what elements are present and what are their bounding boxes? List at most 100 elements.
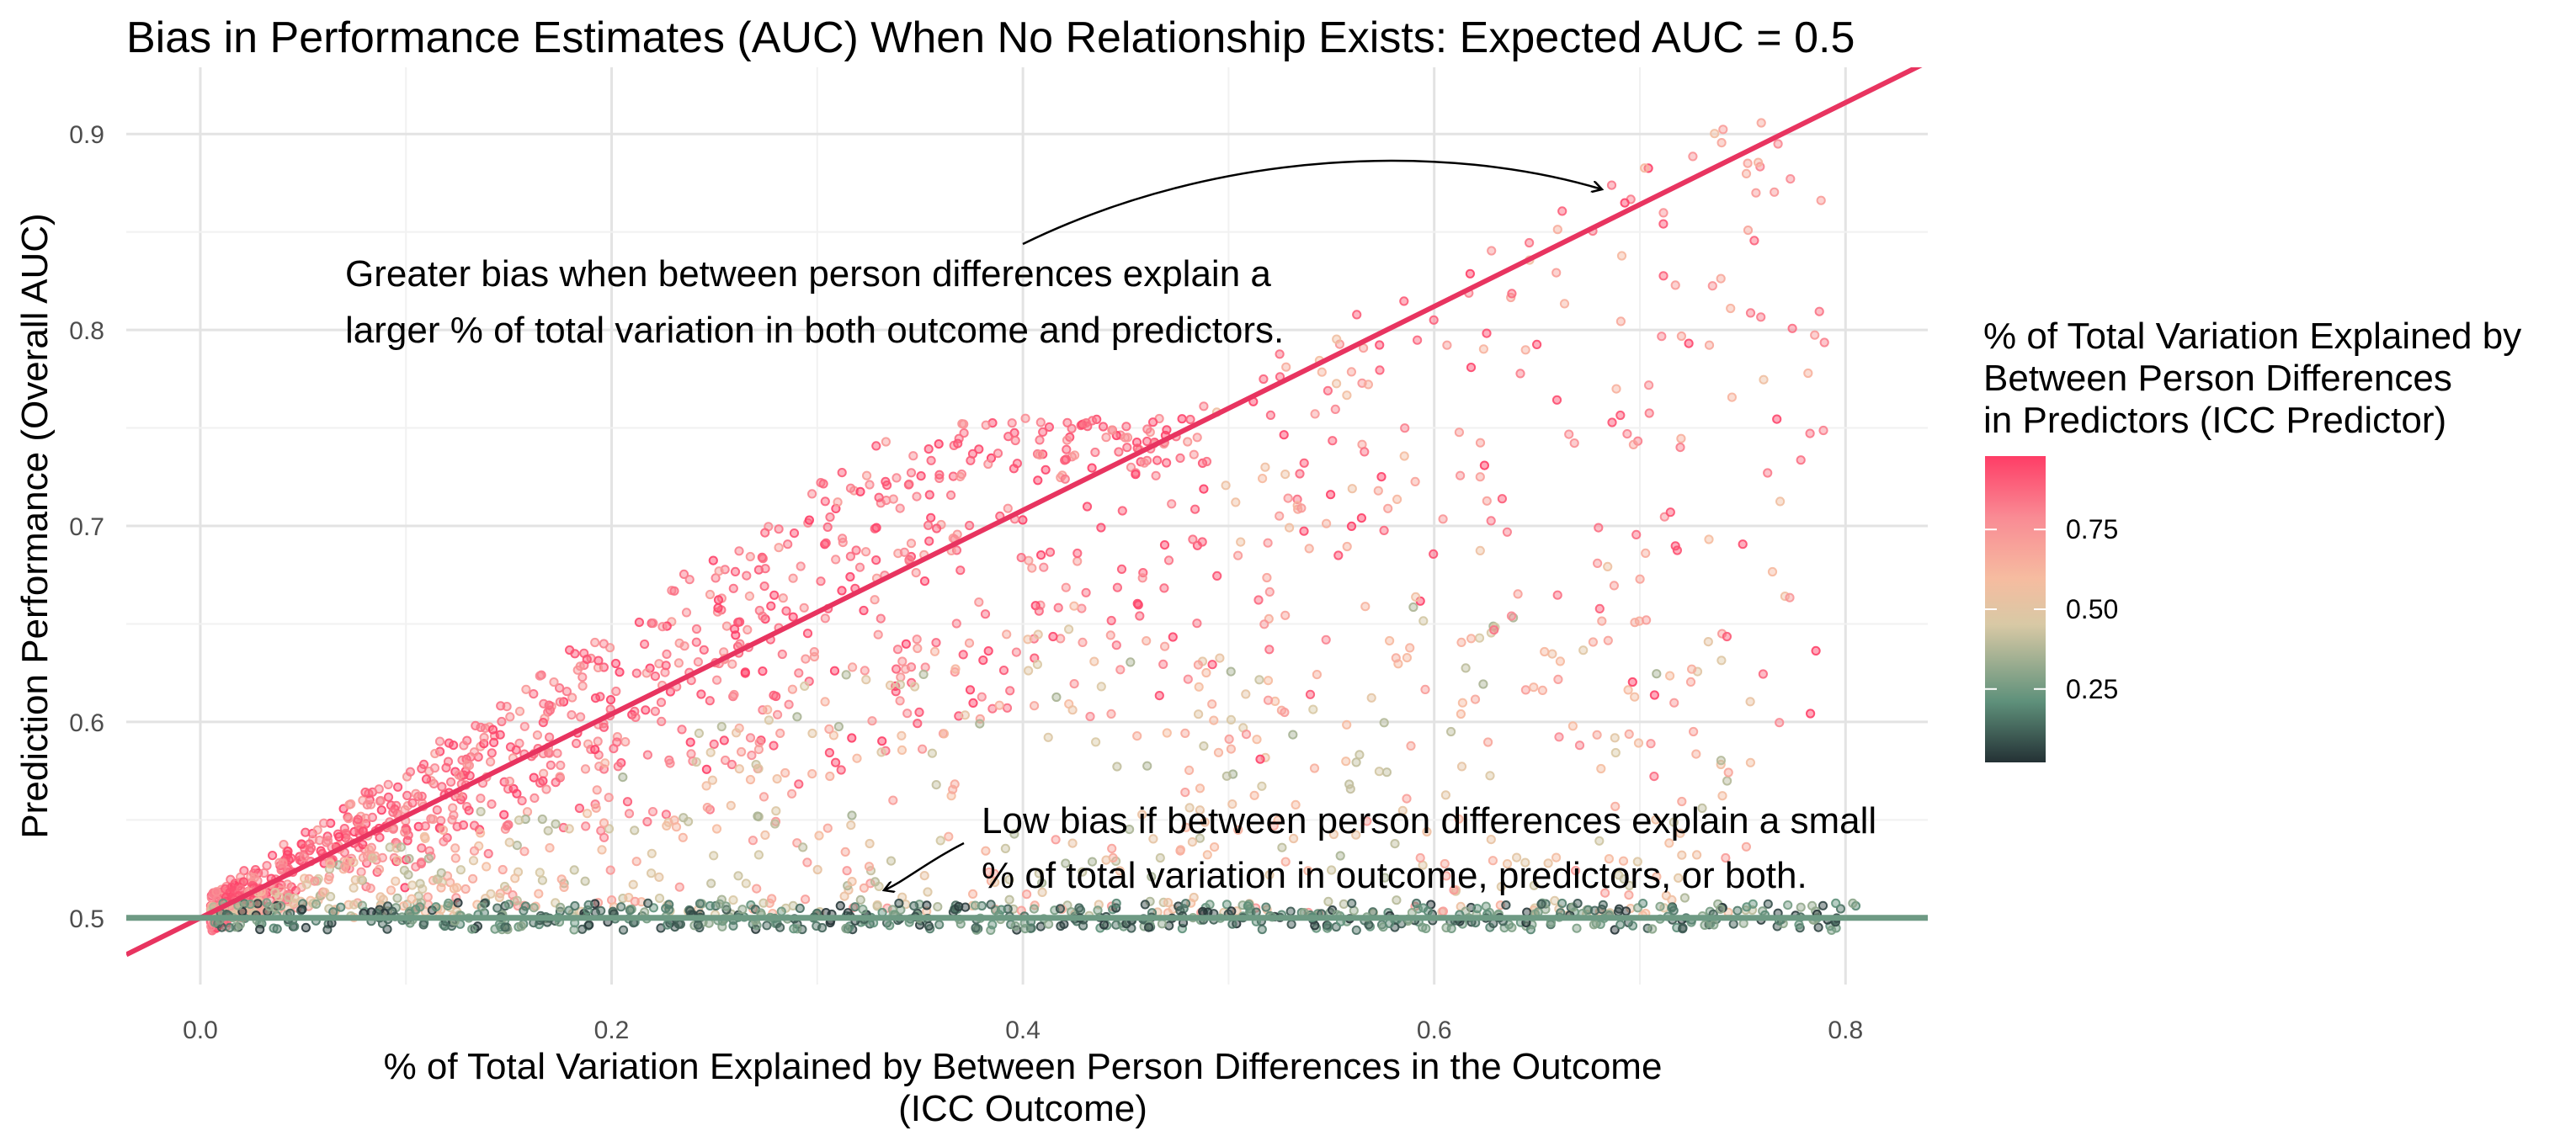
scatter-point [647,807,658,817]
scatter-point [1038,427,1048,438]
scatter-point [1607,417,1617,427]
scatter-point [1415,852,1425,863]
scatter-point [792,712,802,722]
scatter-point [411,788,421,799]
scatter-point [366,907,376,917]
scatter-point [1077,603,1087,613]
scatter-point [1296,503,1307,513]
scatter-point [705,696,715,706]
scatter-point [1557,206,1567,216]
scatter-point [404,853,414,864]
scatter-point [1392,895,1402,905]
scatter-point [691,637,701,647]
scatter-point [872,901,882,911]
scatter-point [895,503,905,513]
scatter-point [642,750,653,760]
scatter-point [374,864,385,874]
scatter-point [871,523,881,533]
scatter-point [436,868,446,878]
scatter-point [855,486,865,496]
y-tick-label: 0.5 [69,905,104,933]
scatter-point [1474,633,1485,643]
scatter-point [377,919,388,929]
scatter-point [867,716,877,726]
scatter-point [1345,784,1355,794]
scatter-point [763,704,773,715]
scatter-point [1728,919,1738,929]
scatter-point [665,687,676,697]
scatter-point [1180,788,1190,798]
scatter-point [468,873,478,884]
scatter-point [916,471,926,481]
scatter-point [1646,739,1656,749]
scatter-point [964,638,975,648]
scatter-point [871,441,881,451]
scatter-point [1684,338,1694,348]
scatter-point [733,871,743,881]
scatter-point [497,716,507,727]
scatter-point [1399,296,1409,306]
scatter-point [319,818,329,828]
scatter-point [1168,632,1178,642]
scatter-point [764,715,774,725]
scatter-point [1142,436,1152,447]
scatter-point [538,718,548,728]
scatter-point [1381,767,1392,778]
scatter-point [365,884,375,894]
scatter-point [1553,674,1563,685]
scatter-point [1533,907,1543,917]
scatter-point [911,568,921,578]
scatter-point [788,612,798,622]
scatter-point [978,656,988,666]
scatter-point [450,843,460,853]
scatter-point [326,891,336,902]
scatter-point [1023,634,1033,645]
scatter-point [367,812,377,823]
scatter-point [1390,839,1400,849]
scatter-point [1107,843,1117,854]
scatter-point [1716,656,1727,666]
scatter-point [648,618,658,629]
scatter-point [1438,514,1448,524]
scatter-point [429,763,440,773]
scatter-point [778,593,788,603]
scatter-point [1529,682,1539,693]
scatter-point [549,677,559,687]
scatter-point [836,765,846,775]
legend-title-line2: Between Person Differences [1983,358,2452,399]
scatter-point [1332,379,1342,389]
scatter-point [1456,709,1466,719]
scatter-point [1003,432,1014,442]
scatter-point [994,700,1004,710]
scatter-point [777,649,787,660]
annotation-low-bias: Low bias if between person differences e… [884,800,1876,896]
scatter-point [1574,741,1585,751]
scatter-point [1625,880,1635,891]
scatter-point [708,555,718,565]
scatter-point [476,794,486,804]
scatter-point [428,814,439,825]
scatter-point [1158,659,1168,670]
scatter-point [1710,129,1720,139]
scatter-point [1380,873,1390,883]
scatter-point [998,666,1009,676]
scatter-point [305,846,315,856]
scatter-point [1466,363,1477,373]
scatter-point [944,831,954,841]
scatter-point [323,836,333,846]
annotation-arrow-high [1022,159,1602,246]
scatter-point [1010,921,1020,932]
scatter-point [1162,458,1172,468]
scatter-point [311,899,322,910]
scatter-point [618,772,628,783]
legend-tick-label: 0.25 [2066,674,2118,704]
scatter-point [799,603,809,613]
y-tick-label: 0.7 [69,513,104,541]
scatter-point [1035,450,1045,460]
scatter-point [590,745,600,755]
scatter-point [1685,677,1696,687]
scatter-point [1347,484,1357,494]
scatter-point [726,800,736,810]
scatter-point [444,738,455,748]
scatter-point [499,810,509,820]
